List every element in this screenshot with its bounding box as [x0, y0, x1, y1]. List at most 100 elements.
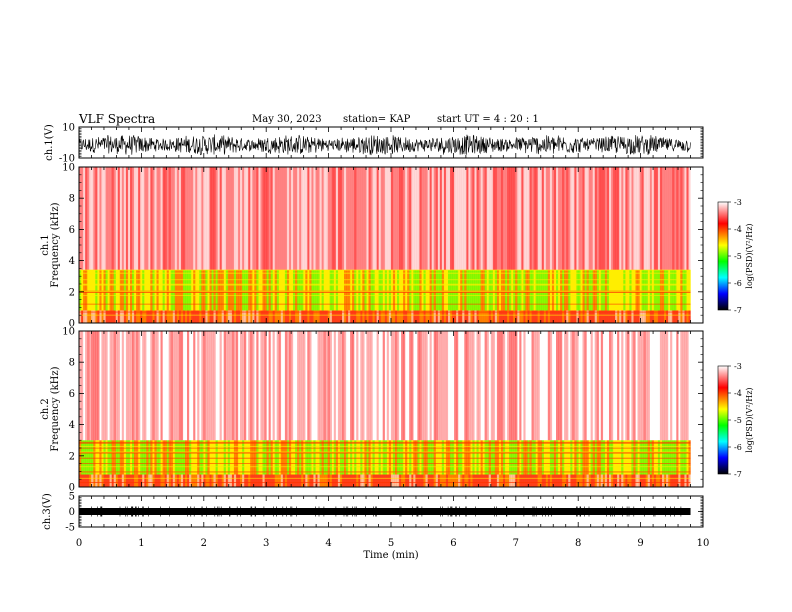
spectrogram-cell — [305, 269, 308, 311]
spectrogram-cell — [215, 440, 218, 475]
spectrogram-cell — [107, 167, 110, 270]
spectrogram-cell — [564, 269, 567, 311]
spectrogram-cell — [460, 310, 463, 323]
spectrogram-cell — [138, 167, 141, 270]
spectrogram-cell — [494, 269, 498, 311]
spectrogram-cell — [659, 167, 663, 270]
spectrogram-cell — [651, 167, 655, 270]
spectrogram-cell — [533, 310, 536, 323]
spectrogram-cell — [307, 269, 310, 311]
spectrogram-cell — [321, 331, 324, 441]
spectrogram-cell — [81, 310, 84, 323]
spectrogram-cell — [268, 269, 271, 311]
spectrogram-cell — [558, 474, 561, 487]
spectrogram-cell — [657, 310, 661, 323]
spectrogram-cell — [321, 167, 324, 270]
spectrogram-cell — [284, 440, 288, 475]
spectrogram-cell — [641, 167, 644, 270]
spectrogram-cell — [219, 310, 222, 323]
spectrogram-cell — [136, 167, 139, 270]
spectrogram-cell — [584, 440, 587, 475]
spectrogram-cell — [366, 269, 369, 311]
spectrogram-cell — [609, 474, 612, 487]
spectrogram-cell — [191, 310, 194, 323]
spectrogram-cell — [325, 440, 328, 475]
spectrogram-cell — [246, 269, 249, 311]
spectrogram-cell — [676, 310, 679, 323]
spectrogram-cell — [596, 269, 600, 311]
spectrogram-cell — [266, 310, 269, 323]
spectrogram-cell — [547, 440, 551, 475]
spectrogram-cell — [142, 310, 145, 323]
spectrogram-cell — [250, 269, 253, 311]
spectrogram-cell — [613, 167, 616, 270]
spectrogram-cell — [602, 310, 606, 323]
spectrogram-cell — [356, 167, 359, 270]
spectrogram-cell — [460, 440, 463, 475]
spectrogram-cell — [615, 440, 618, 475]
spectrogram-cell — [537, 331, 540, 441]
spectrogram-cell — [611, 269, 614, 311]
spectrogram-cell — [156, 331, 159, 441]
spectrogram-cell — [478, 474, 481, 487]
spectrogram-cell — [79, 440, 82, 475]
figure-title: VLF Spectra — [79, 112, 156, 126]
spectrogram-cell — [619, 310, 622, 323]
spectrogram-cell — [103, 310, 106, 323]
spectrogram-cell — [594, 269, 597, 311]
spectrogram-cell — [201, 440, 204, 475]
spectrogram-cell — [193, 440, 196, 475]
spectrogram-cell — [286, 331, 290, 441]
spectrogram-cell — [466, 331, 469, 441]
spectrogram-cell — [323, 269, 326, 311]
spectrogram-cell — [676, 331, 679, 441]
spectrogram-cell — [260, 310, 263, 323]
spectrogram-cell — [629, 440, 632, 475]
spectrogram-cell — [303, 269, 306, 311]
spectrogram-cell — [125, 440, 129, 475]
spectrogram-cell — [566, 474, 569, 487]
spectrogram-cell — [150, 440, 153, 475]
spectrogram-cell — [297, 474, 300, 487]
spectrogram-cell — [231, 440, 235, 475]
spectrogram-cell — [417, 310, 420, 323]
spectrogram-cell — [529, 331, 532, 441]
spectrogram-cell — [625, 167, 628, 270]
spectrogram-cell — [325, 331, 328, 441]
spectrogram-cell — [635, 269, 638, 311]
spectrogram-cell — [256, 474, 259, 487]
spectrogram-cell — [431, 440, 434, 475]
spectrogram-cell — [397, 331, 400, 441]
spectrogram-cell — [527, 331, 530, 441]
spectrogram-cell — [130, 269, 133, 311]
spectrogram-cell — [651, 269, 655, 311]
spectrogram-cell — [448, 440, 451, 475]
spectrogram-cell — [136, 310, 139, 323]
spectrogram-cell — [657, 269, 661, 311]
spectrogram-cell — [223, 331, 226, 441]
spectrogram-cell — [515, 310, 518, 323]
spectrogram-cell — [643, 474, 646, 487]
spectrogram-cell — [258, 440, 261, 475]
spectrogram-cell — [244, 440, 247, 475]
spectrogram-cell — [509, 269, 512, 311]
spectrogram-cell — [154, 440, 157, 475]
spectrogram-cell — [91, 310, 94, 323]
spectrogram-cell — [346, 269, 349, 311]
spectrogram-cell — [229, 269, 233, 311]
spectrogram-cell — [209, 167, 212, 270]
spectrogram-cell — [503, 331, 506, 441]
colorbar-tick-label: -3 — [734, 362, 742, 371]
spectrogram-cell — [682, 474, 685, 487]
spectrogram-cell — [370, 167, 373, 270]
spectrogram-cell — [250, 167, 253, 270]
spectrogram-cell — [411, 440, 414, 475]
spectrogram-cell — [413, 310, 416, 323]
spectrogram-cell — [305, 440, 308, 475]
spectrogram-cell — [83, 440, 86, 475]
spectrogram-cell — [101, 331, 104, 441]
spectrogram-cell — [505, 474, 508, 487]
spectrogram-cell — [505, 167, 508, 270]
spectrogram-cell — [337, 474, 341, 487]
spectrogram-cell — [582, 474, 585, 487]
